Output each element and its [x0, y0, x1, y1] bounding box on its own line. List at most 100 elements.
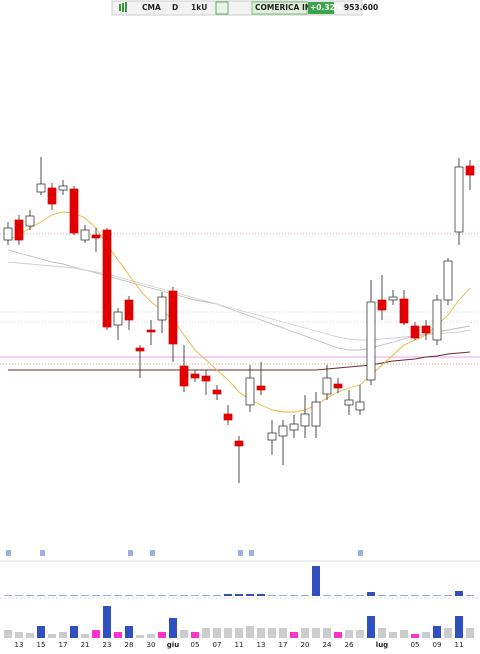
- volume-bar: [37, 626, 45, 638]
- candle-body: [168, 290, 178, 345]
- indicator-bar: [323, 595, 331, 596]
- event-icon[interactable]: [6, 550, 11, 556]
- indicator-bar: [268, 595, 276, 596]
- candle-body: [36, 183, 46, 193]
- volume-bar: [48, 634, 56, 638]
- indicator-bar: [444, 595, 452, 596]
- symbol[interactable]: CMA: [142, 3, 161, 12]
- change: +0.32%: [310, 3, 343, 12]
- volume-bar: [389, 632, 397, 638]
- candle-body: [421, 325, 431, 334]
- candle-body: [399, 298, 409, 324]
- volume-bar: [125, 626, 133, 638]
- candle-body: [135, 347, 145, 352]
- indicator-bar: [158, 595, 166, 596]
- event-icon[interactable]: [238, 550, 243, 556]
- indicator-bar: [48, 595, 56, 596]
- volume-bar: [301, 628, 309, 638]
- indicator-bar: [4, 595, 12, 596]
- x-tick-label: 09: [433, 641, 442, 649]
- indicator-bar: [92, 595, 100, 596]
- indicator-bar: [136, 595, 144, 596]
- candle-body: [146, 329, 156, 333]
- indicator-bar: [224, 594, 232, 596]
- volume-bar: [455, 616, 463, 638]
- indicator-bar: [26, 595, 34, 596]
- indicator-bar: [290, 595, 298, 596]
- candle-body: [355, 401, 365, 411]
- indicator-bar: [400, 595, 408, 596]
- price: 953.600: [344, 3, 378, 12]
- indicator-bar: [125, 595, 133, 596]
- candle-body: [102, 229, 112, 328]
- x-tick-label: 05: [191, 641, 200, 649]
- x-tick-label: 11: [235, 641, 244, 649]
- volume-bar: [411, 634, 419, 638]
- indicator-bar: [279, 595, 287, 596]
- candle-body: [289, 423, 299, 431]
- volume-bar: [202, 628, 210, 638]
- indicator-bar: [301, 595, 309, 596]
- x-tick-label: lug: [376, 641, 388, 649]
- indicator-bar: [147, 595, 155, 596]
- volume-bar: [59, 632, 67, 638]
- candle-body: [3, 227, 13, 241]
- indicator-bar: [59, 595, 67, 596]
- candle-body: [190, 373, 200, 379]
- volume-bar: [70, 626, 78, 638]
- event-icon[interactable]: [358, 550, 363, 556]
- candle-body: [377, 299, 387, 311]
- candle-body: [322, 377, 332, 395]
- indicator-bar: [378, 595, 386, 596]
- volume-bar: [268, 628, 276, 638]
- x-tick-label: 05: [411, 641, 420, 649]
- mode[interactable]: 1kU: [191, 3, 207, 12]
- indicator-bar: [15, 595, 23, 596]
- candle-body: [80, 229, 90, 241]
- indicator-bar: [169, 595, 177, 596]
- candle-body: [157, 296, 167, 321]
- x-tick-label: 30: [147, 641, 156, 649]
- event-icon[interactable]: [40, 550, 45, 556]
- candle-body: [223, 413, 233, 421]
- event-icon[interactable]: [128, 550, 133, 556]
- volume-bar: [26, 633, 34, 638]
- x-tick-label: 13: [257, 641, 266, 649]
- event-icons: [6, 550, 363, 556]
- volume-bar: [246, 626, 254, 638]
- icon: [119, 4, 121, 11]
- toolbar: CMA D 1kU COMERICA INC. +0.32% 953.600: [111, 0, 378, 16]
- event-icon[interactable]: [249, 550, 254, 556]
- change-badge: [308, 2, 334, 14]
- candle-body: [388, 296, 398, 301]
- indicator-bar: [389, 595, 397, 596]
- x-tick-label: 21: [81, 641, 90, 649]
- volume-bar: [81, 634, 89, 638]
- candle-body: [245, 377, 255, 406]
- volume-bar: [400, 630, 408, 638]
- indicator-icon[interactable]: [215, 1, 229, 15]
- candle-body: [58, 185, 68, 191]
- candle-body: [25, 215, 35, 227]
- volume-bar: [367, 616, 375, 638]
- volume-bar: [158, 632, 166, 638]
- x-tick-label: 17: [279, 641, 288, 649]
- indicator-bar: [202, 595, 210, 596]
- period[interactable]: D: [172, 3, 178, 12]
- candle-body: [47, 187, 57, 205]
- moving-average: [7, 261, 471, 341]
- volume-bar: [466, 628, 474, 638]
- event-icon[interactable]: [150, 550, 155, 556]
- volume-bar: [422, 632, 430, 638]
- candle-body: [454, 166, 464, 233]
- volume-bar: [169, 618, 177, 638]
- candle-body: [344, 399, 354, 406]
- indicator-bar: [235, 594, 243, 596]
- candle-body: [410, 325, 420, 339]
- volume-bar: [4, 630, 12, 638]
- candle-body: [91, 234, 101, 239]
- candle-body: [179, 365, 189, 387]
- candle-body: [311, 401, 321, 427]
- volume-bar: [312, 628, 320, 638]
